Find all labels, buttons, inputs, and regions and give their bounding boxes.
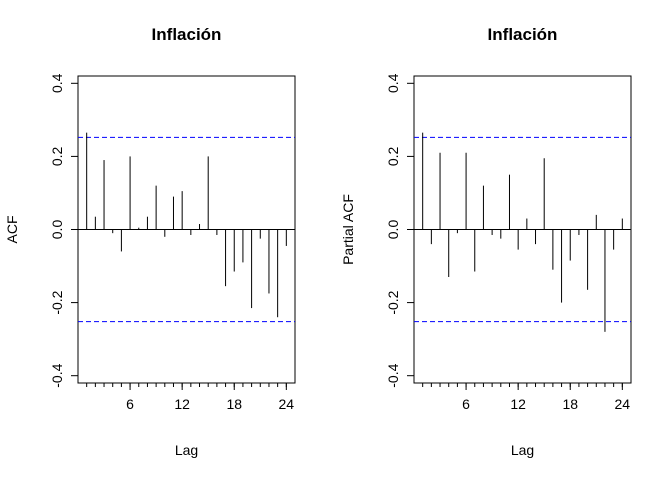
y-tick-label: 0.0 — [385, 220, 401, 240]
y-tick-label: -0.2 — [49, 290, 65, 314]
x-axis-label: Lag — [511, 442, 534, 458]
y-tick-label: -0.2 — [385, 290, 401, 314]
y-tick-label: -0.4 — [49, 363, 65, 387]
y-tick-label: 0.4 — [385, 73, 401, 93]
x-tick-label: 6 — [462, 396, 470, 412]
x-tick-label: 12 — [174, 396, 190, 412]
y-tick-label: 0.2 — [49, 146, 65, 166]
chart-panel-1: Inflación Lag ACF -0.4 -0.2 0.0 0.2 0.4 6 12 18 24 — [4, 25, 296, 458]
y-tick-label: 0.4 — [49, 73, 65, 93]
y-axis-label: Partial ACF — [340, 194, 356, 265]
chart-title: Inflación — [152, 25, 222, 44]
x-tick-label: 18 — [562, 396, 578, 412]
y-tick-label: -0.4 — [385, 363, 401, 387]
chart-title: Inflación — [488, 25, 558, 44]
x-tick-label: 18 — [226, 396, 242, 412]
x-tick-label: 6 — [126, 396, 134, 412]
y-axis-label: ACF — [4, 216, 20, 244]
y-tick-label: 0.2 — [385, 146, 401, 166]
x-tick-label: 24 — [279, 396, 295, 412]
x-tick-label: 24 — [615, 396, 631, 412]
y-tick-label: 0.0 — [49, 220, 65, 240]
x-tick-label: 12 — [510, 396, 526, 412]
x-axis-label: Lag — [175, 442, 198, 458]
chart-panel-2: Inflación Lag Partial ACF -0.4 -0.2 0.0 0.2 0.4… — [340, 25, 632, 458]
